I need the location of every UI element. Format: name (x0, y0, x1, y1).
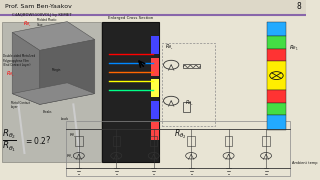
Text: Molded Plastic
Case: Molded Plastic Case (37, 18, 56, 27)
Bar (2, 22, 101, 162)
Text: Metal Contact
Layer: Metal Contact Layer (11, 101, 30, 109)
Text: $R_{\theta_2}$: $R_{\theta_2}$ (185, 98, 194, 108)
Text: $R_{\theta_2}$: $R_{\theta_2}$ (5, 70, 14, 79)
Bar (267, 22, 286, 36)
Text: Breaks: Breaks (43, 110, 52, 114)
Polygon shape (40, 40, 95, 104)
Bar (267, 103, 286, 115)
Bar (188, 136, 195, 146)
Bar (262, 136, 270, 146)
Text: $\frac{R_{\theta_2}}{R_{\theta_1}}$: $\frac{R_{\theta_2}}{R_{\theta_1}}$ (3, 127, 17, 154)
Text: ?: ? (45, 136, 50, 145)
Bar (267, 61, 286, 91)
Text: C4AQBDW5100VOLJ by KEMET: C4AQBDW5100VOLJ by KEMET (12, 13, 72, 17)
Text: $R_{\theta_1}$: $R_{\theta_1}$ (69, 132, 77, 140)
Polygon shape (12, 22, 95, 50)
Bar (151, 122, 159, 140)
Bar (151, 36, 159, 54)
Bar (225, 136, 232, 146)
Bar (162, 43, 215, 126)
Text: Double-sided Metalized
Polypropylene Film
(End Contact Layer): Double-sided Metalized Polypropylene Fil… (3, 54, 35, 67)
Text: Prof. Sam Ben-Yaakov: Prof. Sam Ben-Yaakov (4, 4, 71, 9)
Bar (151, 79, 159, 97)
Text: $= 0.2$: $= 0.2$ (24, 135, 46, 146)
Bar (267, 115, 286, 130)
Bar (151, 58, 159, 76)
Bar (267, 91, 286, 103)
Bar (183, 102, 190, 112)
Text: $R_{\theta_1}$: $R_{\theta_1}$ (23, 19, 32, 29)
Bar (151, 101, 159, 119)
Text: Enlarged Cross Section: Enlarged Cross Section (108, 16, 153, 20)
Bar (113, 136, 120, 146)
Text: Leads: Leads (61, 117, 69, 121)
Bar (267, 49, 286, 61)
Bar (150, 136, 157, 146)
Bar (0, 0, 306, 15)
Bar (102, 22, 159, 162)
Polygon shape (12, 83, 95, 104)
Bar (75, 136, 83, 146)
Bar (267, 36, 286, 49)
Text: Ambient temp: Ambient temp (292, 161, 317, 165)
Polygon shape (12, 32, 40, 104)
Text: $R_{\theta_1}$: $R_{\theta_1}$ (165, 43, 174, 52)
Bar (66, 121, 290, 176)
Text: $R_{\theta_1}$: $R_{\theta_1}$ (289, 44, 299, 53)
Text: $R_{\theta_2}$: $R_{\theta_2}$ (174, 128, 187, 141)
Text: Margin: Margin (52, 68, 61, 72)
Bar (183, 64, 200, 68)
Text: 8: 8 (296, 2, 301, 11)
Text: $R_{\theta_2}$: $R_{\theta_2}$ (66, 153, 73, 161)
